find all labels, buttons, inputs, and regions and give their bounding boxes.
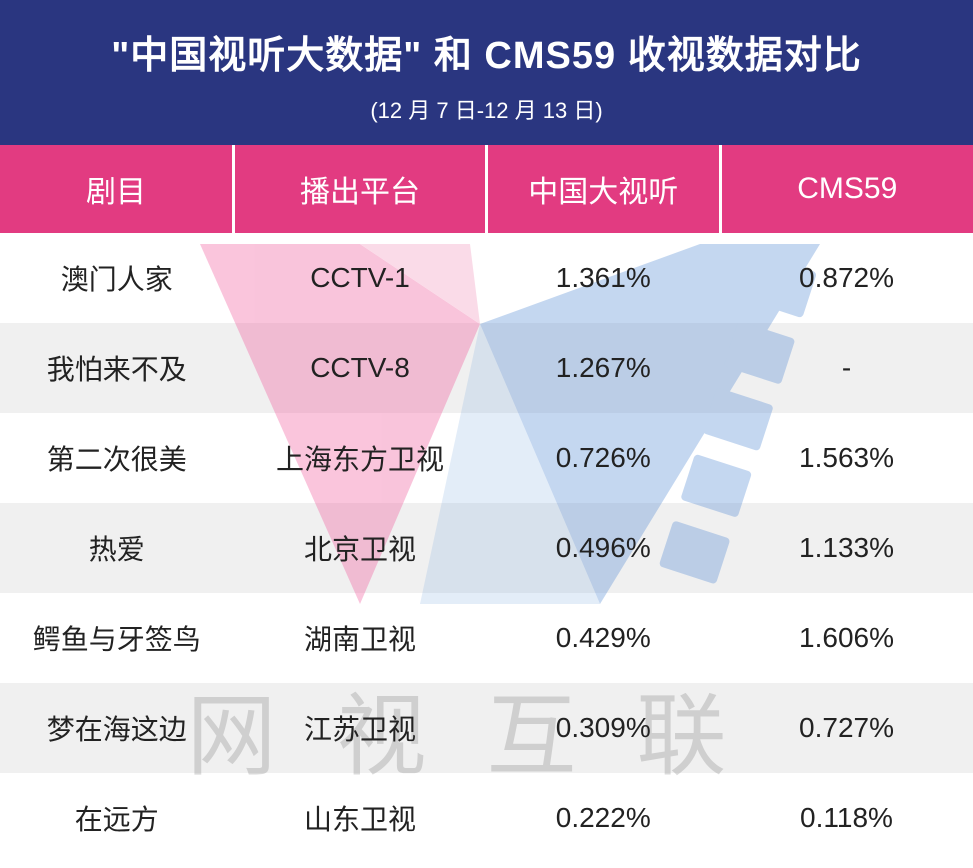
cell-platform: 上海东方卫视 <box>234 413 487 503</box>
cell-cms59: 1.133% <box>720 503 973 593</box>
cell-show: 热爱 <box>0 503 234 593</box>
cell-platform: 江苏卫视 <box>234 683 487 773</box>
cell-cms59: 1.563% <box>720 413 973 503</box>
cell-show: 澳门人家 <box>0 233 234 323</box>
col-header-cms59: CMS59 <box>720 145 973 233</box>
table-row: 第二次很美上海东方卫视0.726%1.563% <box>0 413 973 503</box>
cell-cvb: 1.361% <box>486 233 720 323</box>
cell-show: 我怕来不及 <box>0 323 234 413</box>
table-row: 热爱北京卫视0.496%1.133% <box>0 503 973 593</box>
cell-cvb: 0.726% <box>486 413 720 503</box>
date-range: (12 月 7 日-12 月 13 日) <box>10 93 963 125</box>
header-panel: "中国视听大数据" 和 CMS59 收视数据对比 (12 月 7 日-12 月 … <box>0 0 973 145</box>
table-row: 澳门人家CCTV-11.361%0.872% <box>0 233 973 323</box>
table-row: 我怕来不及CCTV-81.267%- <box>0 323 973 413</box>
table-header-row: 剧目 播出平台 中国大视听 CMS59 <box>0 145 973 233</box>
cell-cvb: 0.429% <box>486 593 720 683</box>
cell-cms59: 1.606% <box>720 593 973 683</box>
col-header-show: 剧目 <box>0 145 234 233</box>
table-row: 鳄鱼与牙签鸟湖南卫视0.429%1.606% <box>0 593 973 683</box>
col-header-platform: 播出平台 <box>234 145 487 233</box>
cell-platform: 山东卫视 <box>234 773 487 863</box>
cell-platform: 北京卫视 <box>234 503 487 593</box>
cell-cms59: 0.727% <box>720 683 973 773</box>
cell-platform: 湖南卫视 <box>234 593 487 683</box>
page-title: "中国视听大数据" 和 CMS59 收视数据对比 <box>10 24 963 79</box>
col-header-cvb: 中国大视听 <box>486 145 720 233</box>
cell-platform: CCTV-8 <box>234 323 487 413</box>
cell-cms59: 0.118% <box>720 773 973 863</box>
cell-show: 鳄鱼与牙签鸟 <box>0 593 234 683</box>
cell-cvb: 0.309% <box>486 683 720 773</box>
cell-show: 在远方 <box>0 773 234 863</box>
cell-platform: CCTV-1 <box>234 233 487 323</box>
cell-cms59: - <box>720 323 973 413</box>
ratings-table: 剧目 播出平台 中国大视听 CMS59 澳门人家CCTV-11.361%0.87… <box>0 145 973 863</box>
cell-show: 第二次很美 <box>0 413 234 503</box>
table-row: 梦在海这边江苏卫视0.309%0.727% <box>0 683 973 773</box>
table-container: 网视互联 剧目 播出平台 中国大视听 CMS59 澳门人家CCTV-11.361… <box>0 145 973 863</box>
table-row: 在远方山东卫视0.222%0.118% <box>0 773 973 863</box>
cell-cvb: 1.267% <box>486 323 720 413</box>
cell-cvb: 0.222% <box>486 773 720 863</box>
cell-cms59: 0.872% <box>720 233 973 323</box>
cell-show: 梦在海这边 <box>0 683 234 773</box>
cell-cvb: 0.496% <box>486 503 720 593</box>
